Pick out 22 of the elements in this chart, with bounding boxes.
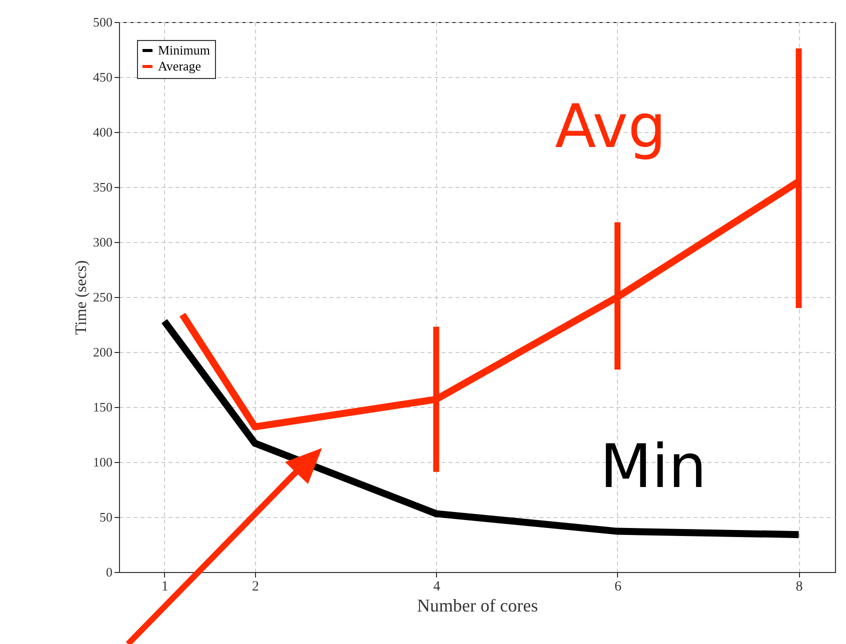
annotation: Min	[600, 432, 706, 502]
x-tick-label: 2	[252, 580, 259, 594]
y-tick-label: 150	[93, 400, 112, 414]
x-tick-label: 1	[161, 580, 168, 594]
y-axis-title: Time (secs)	[73, 260, 90, 335]
y-tick-label: 500	[93, 14, 112, 30]
x-tick-label: 6	[614, 580, 622, 594]
x-axis-title: Number of cores	[417, 596, 538, 616]
y-tick-label: 0	[106, 564, 112, 580]
y-tick-label: 250	[93, 290, 112, 304]
y-tick-label: 300	[93, 234, 112, 250]
y-tick-label: 350	[93, 180, 112, 194]
x-tick-label: 8	[796, 580, 803, 594]
legend-label: Minimum	[158, 42, 210, 58]
y-tick-label: 50	[100, 510, 112, 524]
y-tick-label: 400	[93, 124, 112, 140]
y-tick-label: 450	[93, 70, 112, 84]
y-tick-label: 100	[93, 454, 112, 470]
annotation: Avg	[555, 92, 666, 162]
y-tick-label: 200	[93, 344, 112, 360]
legend-label: Average	[158, 58, 202, 74]
x-tick-label: 4	[433, 580, 440, 594]
